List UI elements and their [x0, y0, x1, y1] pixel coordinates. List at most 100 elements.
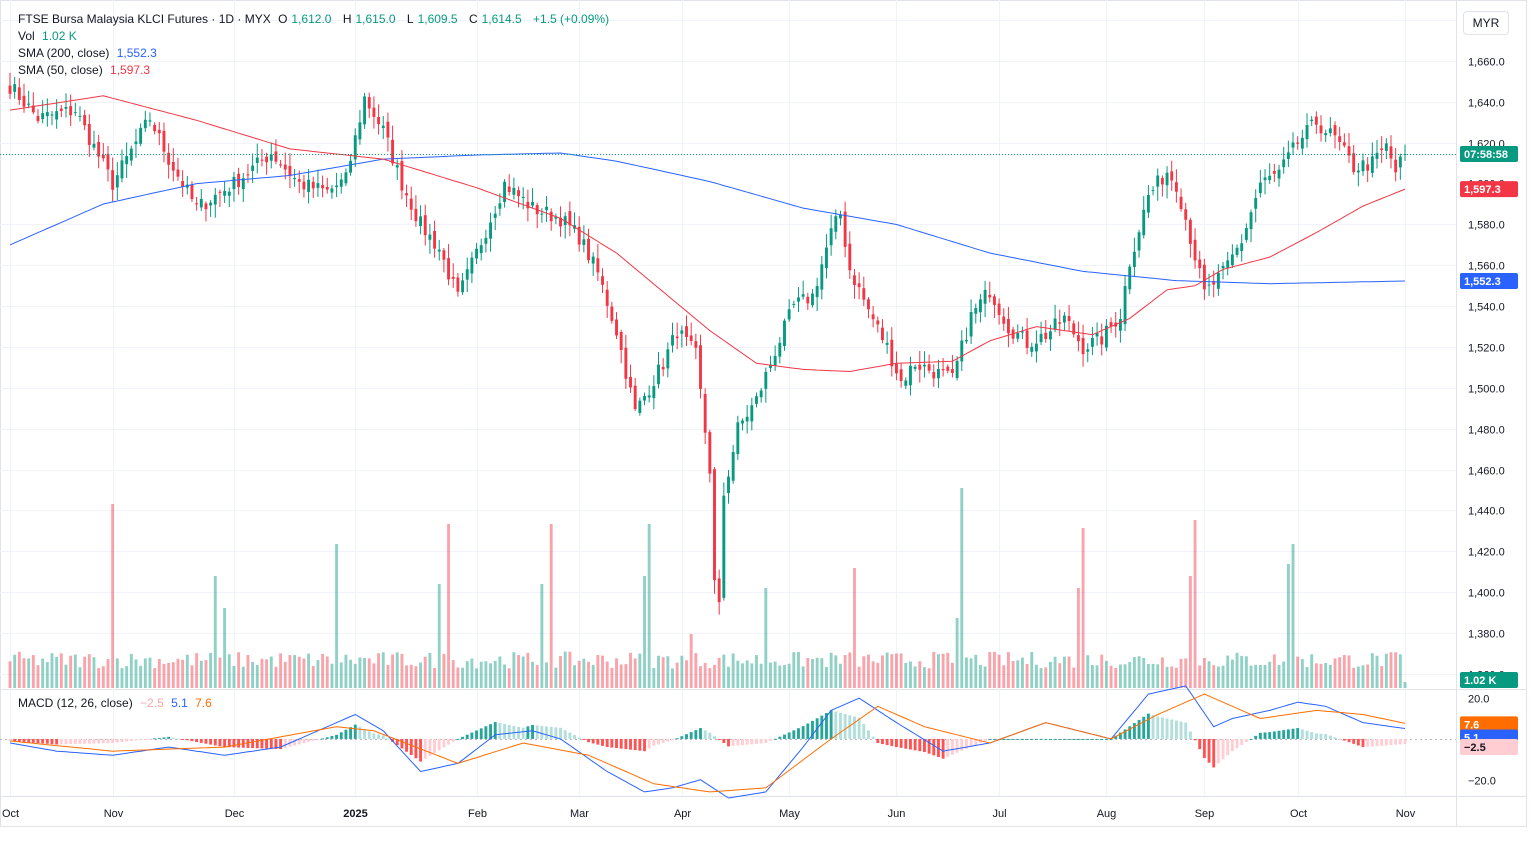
candle-body [1352, 153, 1356, 173]
volume-bar [764, 588, 768, 688]
macd-histogram-bar [344, 729, 348, 739]
candle-body [1030, 346, 1034, 352]
macd-histogram-bar [1016, 738, 1020, 740]
candle-body [279, 164, 283, 166]
candle-body [619, 331, 623, 351]
macd-histogram-bar [1053, 738, 1057, 740]
volume-bar [17, 651, 21, 688]
volume-legend[interactable]: Vol 1.02 K [18, 28, 81, 45]
volume-bar [657, 655, 660, 688]
candle-body [531, 201, 534, 206]
volume-bar [797, 651, 800, 688]
volume-bar [400, 653, 404, 688]
volume-bar [1170, 666, 1174, 688]
macd-histogram-bar [1170, 719, 1174, 739]
volume-bar [1076, 588, 1080, 688]
macd-histogram-bar [400, 738, 404, 749]
volume-bar [69, 655, 73, 688]
volume-bar [134, 659, 138, 688]
macd-histogram-bar [1062, 738, 1066, 740]
macd-histogram-bar [946, 738, 950, 757]
macd-histogram-bar [568, 732, 572, 739]
macd-histogram-bar [1104, 738, 1108, 740]
candle-body [1100, 336, 1104, 345]
volume-bar [526, 652, 530, 688]
volume-bar [447, 524, 451, 688]
price-tick-label: 1,560.0 [1468, 261, 1505, 273]
macd-histogram-bar [563, 730, 567, 739]
volume-bar [185, 654, 189, 688]
symbol-legend: FTSE Bursa Malaysia KLCI Futures · 1D · … [18, 11, 613, 28]
candle-body [321, 185, 325, 189]
volume-bar [867, 654, 870, 688]
volume-bar [265, 659, 269, 688]
macd-histogram-bar [1389, 738, 1393, 746]
macd-histogram-bar [223, 738, 227, 748]
candle-body [409, 198, 413, 210]
volume-bar [624, 664, 628, 688]
volume-bar [680, 655, 684, 688]
candle-body [451, 276, 455, 279]
candle-body [153, 124, 157, 132]
volume-bar [988, 652, 992, 688]
macd-histogram-bar [890, 738, 894, 747]
macd-histogram-bar [1328, 735, 1332, 739]
macd-histogram-bar [437, 738, 441, 751]
macd-histogram-bar [1179, 721, 1183, 739]
sma50-legend[interactable]: SMA (50, close) 1,597.3 [18, 62, 154, 79]
candle-body [316, 183, 320, 188]
candle-body [83, 115, 87, 126]
volume-bar [470, 658, 474, 688]
macd-histogram-bar [750, 738, 754, 745]
candle-body [50, 114, 54, 116]
sma200-badge: 1,552.3 [1460, 273, 1518, 290]
candle-body [857, 283, 861, 288]
macd-histogram-bar [713, 736, 716, 739]
candle-body [1384, 143, 1388, 151]
volume-bar [1356, 666, 1360, 688]
macd-histogram-bar [950, 738, 954, 755]
sma200-legend[interactable]: SMA (200, close) 1,552.3 [18, 45, 161, 62]
candle-body [22, 95, 26, 107]
volume-bar [638, 653, 642, 688]
volume-bar [1342, 655, 1346, 688]
volume-bar [237, 652, 241, 688]
volume-bar [815, 657, 819, 688]
macd-histogram-bar [465, 734, 469, 739]
candle-body [120, 160, 124, 179]
volume-bar [162, 663, 166, 688]
macd-histogram-bar [661, 738, 665, 743]
candle-body [1361, 160, 1365, 172]
volume-bar [563, 651, 567, 688]
macd-legend[interactable]: MACD (12, 26, close) −2.5 5.1 7.6 [18, 695, 216, 712]
candle-body [927, 364, 931, 371]
volume-bar [297, 656, 301, 688]
sma200-badge-text: 1,552.3 [1464, 276, 1501, 288]
volume-bar [335, 544, 339, 688]
candle-body [1389, 146, 1393, 159]
candle-body [1277, 169, 1281, 179]
volume-bar [629, 652, 632, 688]
macd-histogram-bar [755, 738, 758, 744]
macd-histogram-bar [447, 738, 451, 745]
candle-body [1058, 322, 1062, 324]
macd-histogram-bar [792, 730, 796, 739]
volume-bar [503, 664, 506, 688]
currency-selector[interactable]: MYR [1463, 11, 1509, 35]
sma50-line [9, 95, 1406, 373]
candle-body [769, 364, 772, 368]
volume-bar [699, 666, 702, 688]
macd-histogram-bar [1268, 732, 1272, 739]
macd-histogram-bar [1058, 738, 1062, 740]
volume-bar [367, 658, 371, 688]
macd-histogram-bar [1095, 738, 1099, 740]
candle-body [363, 96, 367, 125]
volume-bar [783, 665, 786, 688]
macd-tick-label: 20.0 [1468, 694, 1489, 706]
volume-bars [8, 488, 1407, 688]
volume-bar [778, 665, 782, 688]
macd-histogram-bar [176, 738, 180, 740]
candle-body [680, 330, 684, 334]
